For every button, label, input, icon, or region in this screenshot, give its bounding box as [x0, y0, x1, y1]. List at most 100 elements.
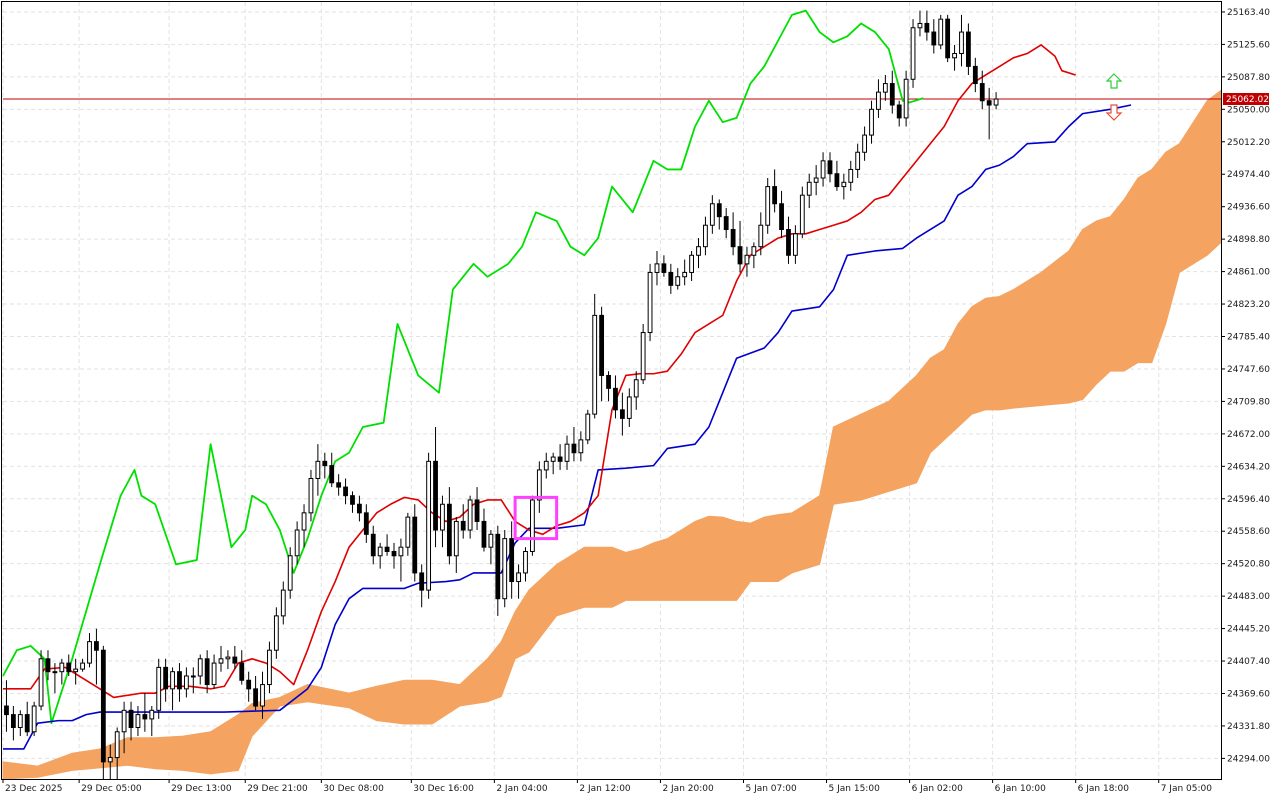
y-tick-label: 24974.40 [1227, 170, 1270, 180]
candle-body [204, 658, 210, 686]
candle [273, 607, 279, 659]
candle [80, 658, 85, 672]
candle [855, 143, 861, 179]
candle [523, 547, 528, 582]
candle-body [114, 731, 120, 759]
candle-body [654, 263, 660, 273]
x-tick-label: 29 Dec 21:00 [247, 784, 308, 794]
candle [993, 92, 999, 110]
y-tick-label: 24407.40 [1227, 657, 1270, 667]
candle [889, 70, 895, 114]
candle [142, 693, 148, 732]
candle [709, 195, 715, 234]
candle [426, 452, 432, 599]
candle-body [4, 705, 9, 716]
candle-body [121, 709, 127, 733]
y-tick-label: 24898.80 [1227, 235, 1270, 245]
candle-body [197, 658, 203, 677]
candle [806, 173, 812, 209]
candle [966, 23, 971, 75]
candle-body [599, 314, 605, 376]
candle [440, 495, 445, 548]
x-axis: 23 Dec 2025 29 Dec 05:00 29 Dec 13:00 29 De… [2, 779, 1212, 794]
candle-body [246, 679, 252, 690]
candle-body [502, 538, 508, 600]
candle [786, 216, 791, 264]
candle-body [94, 641, 99, 651]
candle [267, 641, 272, 694]
candle-body [350, 495, 355, 505]
x-tick-label: 30 Dec 08:00 [323, 784, 384, 794]
candle [343, 478, 348, 505]
candle-body [412, 516, 418, 574]
candle [931, 19, 937, 54]
candle [31, 701, 37, 737]
candle-body [336, 482, 342, 488]
candle-body [578, 439, 584, 454]
candle-body [972, 65, 978, 85]
candle [73, 658, 79, 685]
candle [398, 538, 404, 582]
candle-body [966, 31, 971, 67]
candle-body [682, 271, 688, 278]
candle-body [744, 254, 750, 265]
candle-body [294, 529, 300, 557]
candle-body [440, 503, 445, 531]
candle-body [128, 709, 134, 728]
candle-body [557, 456, 563, 462]
candle-body [938, 18, 944, 46]
candle-body [564, 443, 570, 462]
candle-body [509, 538, 515, 583]
candle-body [433, 460, 438, 531]
candle [613, 375, 618, 419]
candle-body [820, 160, 826, 179]
candle-body [31, 705, 37, 733]
y-tick-label: 24369.60 [1227, 689, 1270, 699]
candle [446, 487, 452, 565]
candle [820, 152, 826, 187]
candle-body [183, 675, 189, 690]
candle [294, 521, 300, 565]
candle-body [73, 668, 79, 673]
candle [841, 173, 847, 200]
candle-body [813, 177, 819, 183]
candle-body [806, 181, 812, 196]
y-tick-label: 24861.00 [1227, 268, 1270, 278]
candle [882, 74, 888, 101]
candle-body [765, 186, 771, 226]
x-tick-label: 6 Jan 10:00 [995, 784, 1047, 794]
candle-body [751, 246, 757, 256]
candle [599, 306, 605, 402]
candle [370, 525, 376, 565]
candle [619, 392, 625, 436]
candle-body [156, 666, 162, 711]
candle [550, 452, 556, 475]
candle-body [889, 83, 895, 106]
candle-body [100, 649, 106, 763]
candle [945, 14, 951, 63]
x-tick-label: 23 Dec 2025 [5, 784, 63, 794]
candle-body [882, 83, 888, 93]
x-tick-label: 2 Jan 04:00 [496, 784, 548, 794]
candle [190, 667, 196, 694]
candle [149, 706, 155, 737]
candle [585, 409, 591, 445]
candle-body [377, 546, 383, 557]
y-tick-label: 24596.40 [1227, 495, 1270, 505]
candlesticks [4, 10, 999, 779]
candle [38, 650, 44, 711]
candle-body [87, 641, 92, 664]
candle [703, 216, 708, 256]
candle-body [446, 503, 452, 557]
candle [779, 190, 784, 239]
candle [938, 14, 944, 50]
candle-body [827, 160, 833, 175]
candle-body [626, 396, 632, 419]
y-tick-label: 24936.60 [1227, 203, 1270, 213]
candle [225, 650, 231, 670]
candle [986, 87, 992, 140]
x-tick-label: 2 Jan 20:00 [662, 784, 714, 794]
y-tick-label: 24823.20 [1227, 300, 1270, 310]
candle-body [786, 229, 791, 256]
